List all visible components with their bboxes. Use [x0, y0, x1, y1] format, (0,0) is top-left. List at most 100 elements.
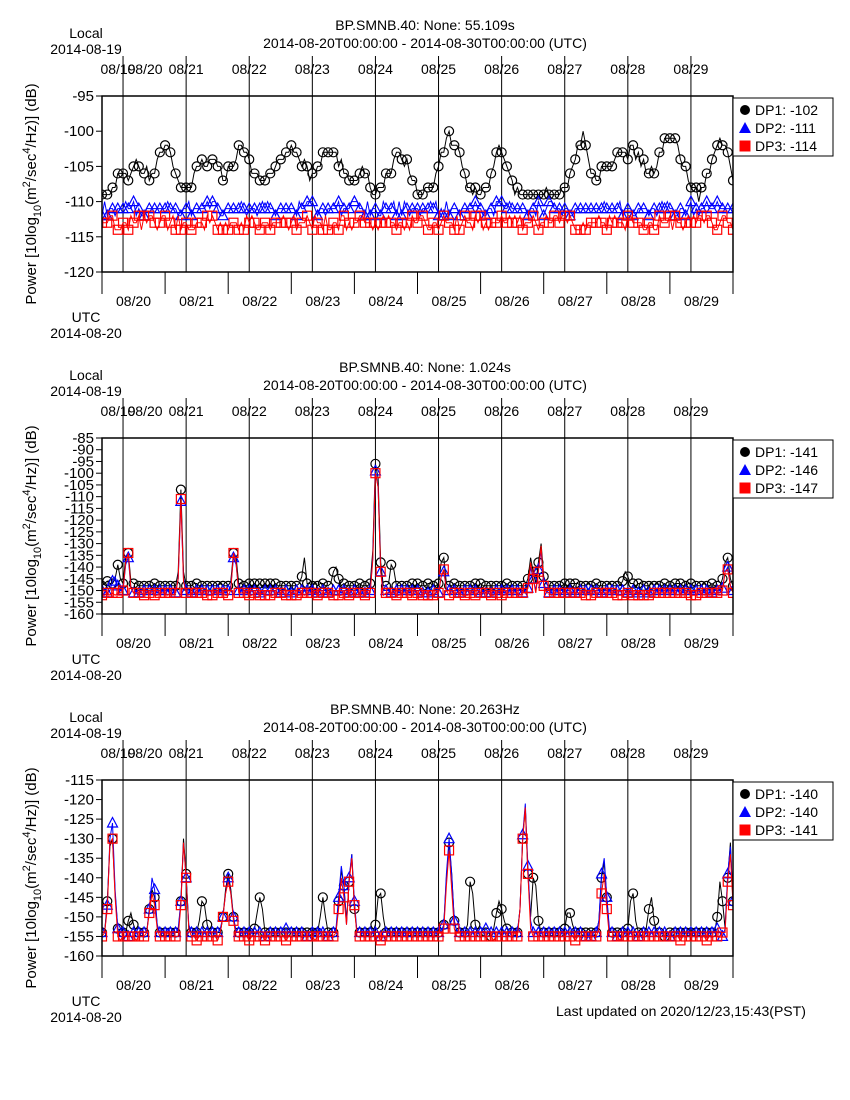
point-DP1: [223, 161, 234, 172]
point-DP3: [207, 210, 218, 221]
point-DP3: [507, 931, 518, 942]
point-DP1: [496, 147, 507, 158]
point-DP2: [322, 201, 335, 214]
series-line-DP1: [102, 807, 733, 938]
point-DP3: [117, 217, 129, 228]
point-DP3: [328, 931, 339, 942]
point-DP1: [128, 919, 139, 930]
point-DP3: [333, 903, 344, 915]
legend-marker-DP3: [739, 140, 751, 152]
point-DP3: [612, 590, 623, 601]
ylabel-part: /Hz)] (dB): [23, 83, 40, 147]
point-DP3: [522, 583, 534, 594]
local-label: Local: [69, 367, 102, 383]
point-DP3: [380, 931, 392, 942]
point-DP3: [138, 210, 150, 221]
plot-frame: [101, 95, 734, 273]
point-DP1: [344, 175, 355, 186]
point-DP2: [411, 583, 424, 596]
point-DP1: [433, 161, 444, 172]
point-DP2: [164, 583, 177, 596]
point-DP2: [511, 201, 524, 214]
point-DP3: [559, 587, 570, 598]
point-DP3: [675, 587, 686, 598]
point-DP1: [664, 133, 676, 144]
point-DP1: [501, 161, 512, 172]
point-DP3: [422, 590, 434, 601]
point-DP3: [149, 217, 160, 228]
point-DP1: [638, 154, 649, 165]
legend-text-DP3: DP3: -114: [755, 138, 817, 154]
series-group: [102, 803, 733, 946]
point-DP1: [202, 161, 213, 172]
local-tick-label: 08/19: [100, 403, 135, 419]
point-DP3: [228, 915, 239, 926]
utc-date: 2014-08-20: [50, 1009, 122, 1025]
point-DP3: [591, 217, 602, 228]
point-DP3: [722, 564, 733, 575]
point-DP3: [380, 217, 392, 228]
point-DP3: [454, 587, 465, 598]
point-DP1: [459, 168, 470, 179]
point-DP2: [269, 208, 282, 221]
point-DP2: [532, 194, 545, 207]
point-DP2: [306, 194, 319, 207]
point-DP2: [474, 201, 487, 214]
point-DP3: [512, 587, 523, 598]
point-DP1: [212, 161, 223, 172]
legend-marker-DP1: [740, 447, 750, 457]
point-DP1: [622, 571, 633, 582]
point-DP3: [165, 217, 176, 228]
point-DP3: [270, 931, 281, 942]
point-DP3: [606, 931, 618, 942]
point-DP3: [217, 587, 229, 598]
point-DP3: [344, 876, 355, 887]
point-DP3: [612, 931, 623, 942]
point-DP3: [596, 217, 607, 228]
point-DP3: [464, 931, 476, 942]
point-DP3: [181, 872, 192, 883]
chart-panel-3: BP.SMNB.40: None: 20.263Hz 2014-08-20T00:…: [21, 701, 834, 1025]
point-DP3: [133, 210, 144, 221]
point-DP3: [317, 224, 328, 235]
point-DP1: [128, 161, 139, 172]
ytick-label: -150: [64, 583, 94, 600]
point-DP2: [448, 583, 461, 596]
point-DP3: [491, 931, 502, 942]
point-DP3: [654, 587, 665, 598]
point-DP3: [149, 590, 160, 601]
point-DP1: [438, 552, 449, 563]
point-DP3: [480, 217, 491, 228]
point-DP3: [412, 931, 423, 942]
point-DP3: [307, 224, 318, 235]
utc-tick-label: 08/20: [116, 977, 151, 993]
point-DP3: [528, 573, 539, 584]
point-DP3: [564, 587, 576, 598]
point-DP3: [575, 224, 586, 235]
point-DP1: [186, 182, 197, 193]
point-DP3: [570, 224, 581, 235]
ytick-label: -95: [72, 453, 94, 470]
local-tick-label: 08/19: [100, 61, 135, 77]
point-DP3: [123, 224, 134, 235]
point-DP3: [722, 876, 733, 887]
point-DP1: [154, 147, 165, 158]
point-DP3: [338, 892, 349, 903]
point-DP3: [107, 210, 118, 221]
point-DP3: [517, 833, 528, 844]
point-DP2: [485, 201, 498, 214]
point-DP3: [254, 590, 265, 601]
point-DP2: [227, 201, 240, 214]
ylabel-part: /sec: [23, 495, 40, 523]
point-DP3: [144, 907, 155, 919]
point-DP1: [386, 559, 397, 570]
point-DP3: [433, 587, 444, 598]
point-DP1: [464, 182, 476, 193]
point-DP2: [248, 583, 261, 596]
ytick-label: -145: [64, 889, 94, 906]
legend-text-DP1: DP1: -141: [755, 444, 818, 460]
point-DP3: [596, 888, 607, 899]
point-DP3: [323, 587, 334, 598]
point-DP1: [181, 182, 192, 193]
ylabel-part: 4: [21, 148, 33, 154]
